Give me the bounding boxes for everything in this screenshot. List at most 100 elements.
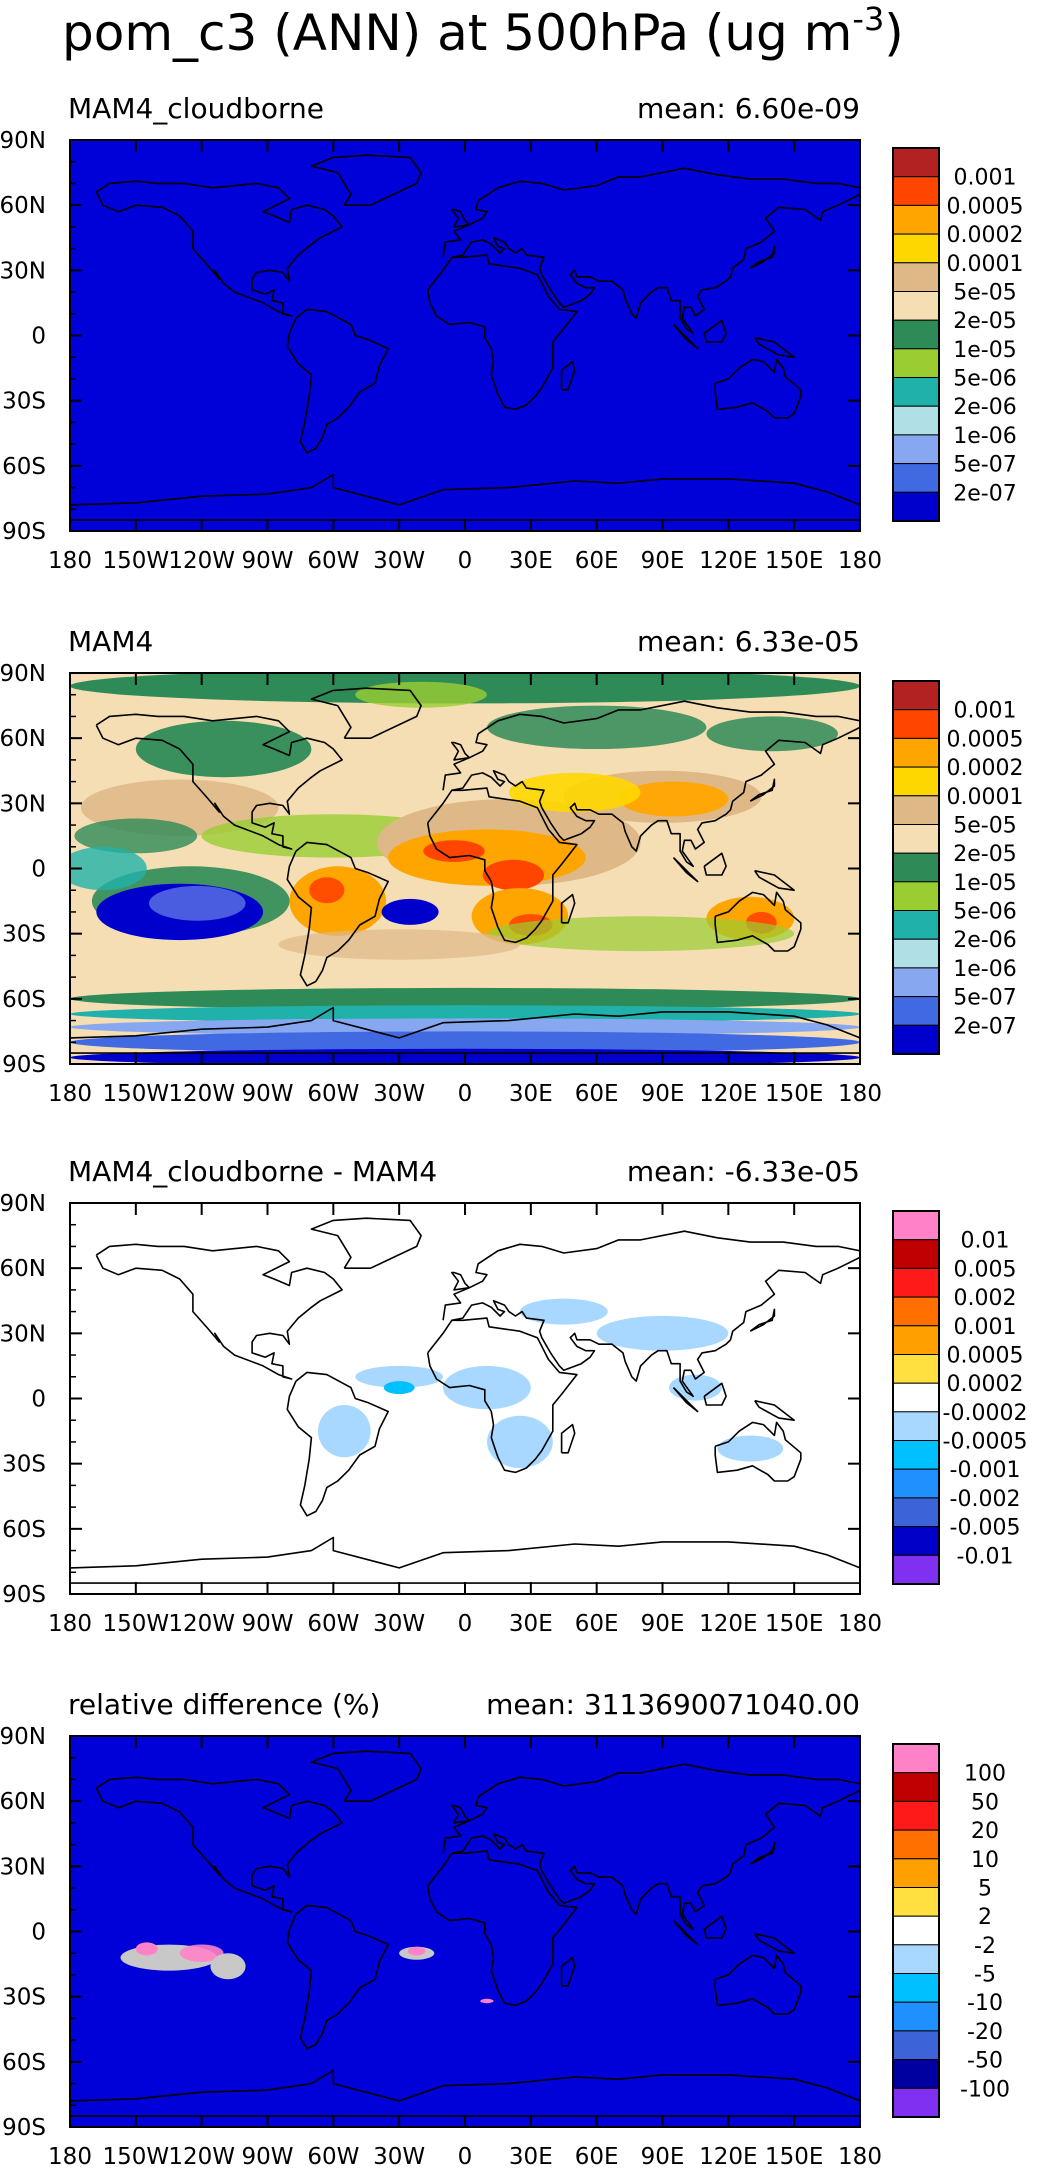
colorbar-swatch — [892, 910, 940, 940]
lon-label: 180 — [838, 2144, 882, 2170]
colorbar: 0.01 0.005 0.002 0.001 0.0005 0.0002 -0.0002 -0… — [892, 1210, 1028, 1585]
colorbar-swatch — [892, 2087, 940, 2118]
lon-label: 90E — [641, 1611, 685, 1637]
colorbar-label: -50 — [967, 2049, 1003, 2074]
field-patch — [70, 846, 147, 891]
coastline — [749, 1308, 776, 1332]
coastline — [754, 336, 795, 358]
colorbar-label: 0.001 — [954, 1315, 1017, 1340]
map-panel: MAM4_cloudborne - MAM4 mean: -6.33e-05 90N… — [0, 1155, 1027, 1637]
panel-mean: mean: -6.33e-05 — [627, 1155, 860, 1188]
coastline — [310, 1217, 422, 1269]
lat-label: 0 — [31, 1920, 46, 1946]
colorbar-swatch — [892, 996, 940, 1026]
colorbar-swatch — [892, 233, 940, 264]
colorbar-swatch — [892, 1296, 940, 1327]
colorbar-frame — [892, 1743, 940, 2118]
colorbar-swatch — [892, 348, 940, 378]
lat-label: 30N — [0, 1854, 46, 1880]
coastline — [426, 1317, 578, 1474]
coastline — [754, 1932, 795, 1954]
lat-label: 60N — [0, 193, 46, 219]
colorbar-label: 10 — [971, 1848, 999, 1873]
coastline — [451, 1271, 471, 1291]
colorbar-label: -0.0002 — [943, 1401, 1028, 1426]
field-patch — [179, 1944, 224, 1962]
colorbar-label: 0.0001 — [947, 785, 1024, 810]
colorbar-swatch — [892, 938, 940, 969]
lon-label: 30E — [509, 1611, 553, 1637]
coastline — [310, 154, 422, 206]
lon-label: 60E — [575, 1611, 619, 1637]
lon-label: 90W — [241, 1611, 293, 1637]
colorbar-label: 0.001 — [954, 166, 1017, 191]
field-patch — [508, 772, 641, 813]
colorbar-swatch — [892, 434, 940, 465]
colorbar-swatch — [892, 1973, 940, 2003]
field-patch — [596, 1315, 729, 1351]
lon-label: 90E — [641, 548, 685, 574]
colorbar-swatch — [892, 852, 940, 883]
lon-label: 180 — [48, 1081, 92, 1107]
lon-label: 150W — [103, 1611, 170, 1637]
coastline — [286, 1371, 389, 1517]
lon-label: 60W — [307, 548, 359, 574]
map-area — [69, 1735, 861, 2128]
colorbar-swatch — [892, 1497, 940, 1528]
lon-label: 120E — [699, 548, 757, 574]
colorbar-swatch — [892, 1829, 940, 1860]
coastline — [286, 1904, 389, 2050]
colorbar-label: -0.01 — [957, 1544, 1014, 1569]
panel-mean: mean: 6.33e-05 — [637, 625, 860, 658]
colorbar-swatch — [892, 766, 940, 797]
lon-label: 60W — [307, 1081, 359, 1107]
colorbar-label: -100 — [960, 2077, 1010, 2102]
map-panel: relative difference (%) mean: 31136900710… — [0, 1688, 1010, 2170]
colorbar-label: -5 — [974, 1963, 996, 1988]
colorbar-label: 2e-05 — [953, 842, 1016, 867]
coastline — [426, 254, 578, 411]
colorbar-label: 0.01 — [961, 1229, 1010, 1254]
colorbar-swatch — [892, 463, 940, 493]
coastline — [442, 1763, 860, 1854]
coastline — [714, 1954, 802, 2015]
colorbar-label: 1e-05 — [953, 871, 1016, 896]
field-patch — [149, 885, 246, 921]
lon-label: 60E — [575, 1081, 619, 1107]
panel-mean: mean: 6.60e-09 — [637, 92, 860, 125]
map-area — [69, 1202, 861, 1595]
lon-label: 30W — [373, 2144, 425, 2170]
colorbar-swatch — [892, 1554, 940, 1585]
field-patch — [443, 1365, 531, 1410]
lon-label: 180 — [48, 2144, 92, 2170]
coastline — [672, 1387, 699, 1413]
lon-label: 30W — [373, 1081, 425, 1107]
lat-label: 90S — [2, 2115, 46, 2141]
colorbar-swatch — [892, 147, 940, 178]
coastline — [714, 358, 802, 419]
coastline — [95, 1243, 343, 1380]
coastline — [749, 778, 776, 802]
colorbar-swatch — [892, 1411, 940, 1442]
coastline — [310, 687, 422, 739]
figure-title: pom_c3 (ANN) at 500hPa (ug m-3) — [62, 0, 904, 62]
lon-label: 60W — [307, 2144, 359, 2170]
colorbar-label: 5e-05 — [953, 281, 1016, 306]
lat-label: 60N — [0, 1256, 46, 1282]
colorbar-label: -20 — [967, 2020, 1003, 2045]
colorbar-label: 2 — [978, 1905, 992, 1930]
colorbar-swatch — [892, 1354, 940, 1384]
coastline — [442, 167, 860, 258]
colorbar-swatch — [892, 1267, 940, 1298]
lat-label: 60S — [2, 2050, 46, 2076]
colorbar-label: 5e-07 — [953, 986, 1016, 1011]
colorbar-label: 0.0002 — [947, 756, 1024, 781]
lon-label: 150E — [765, 1611, 823, 1637]
lon-label: 120W — [168, 1611, 235, 1637]
map-background — [70, 140, 860, 531]
lon-label: 60E — [575, 548, 619, 574]
lat-label: 90S — [2, 1052, 46, 1078]
field-patch — [717, 1435, 784, 1462]
lon-label: 180 — [838, 1081, 882, 1107]
lon-label: 120E — [699, 2144, 757, 2170]
